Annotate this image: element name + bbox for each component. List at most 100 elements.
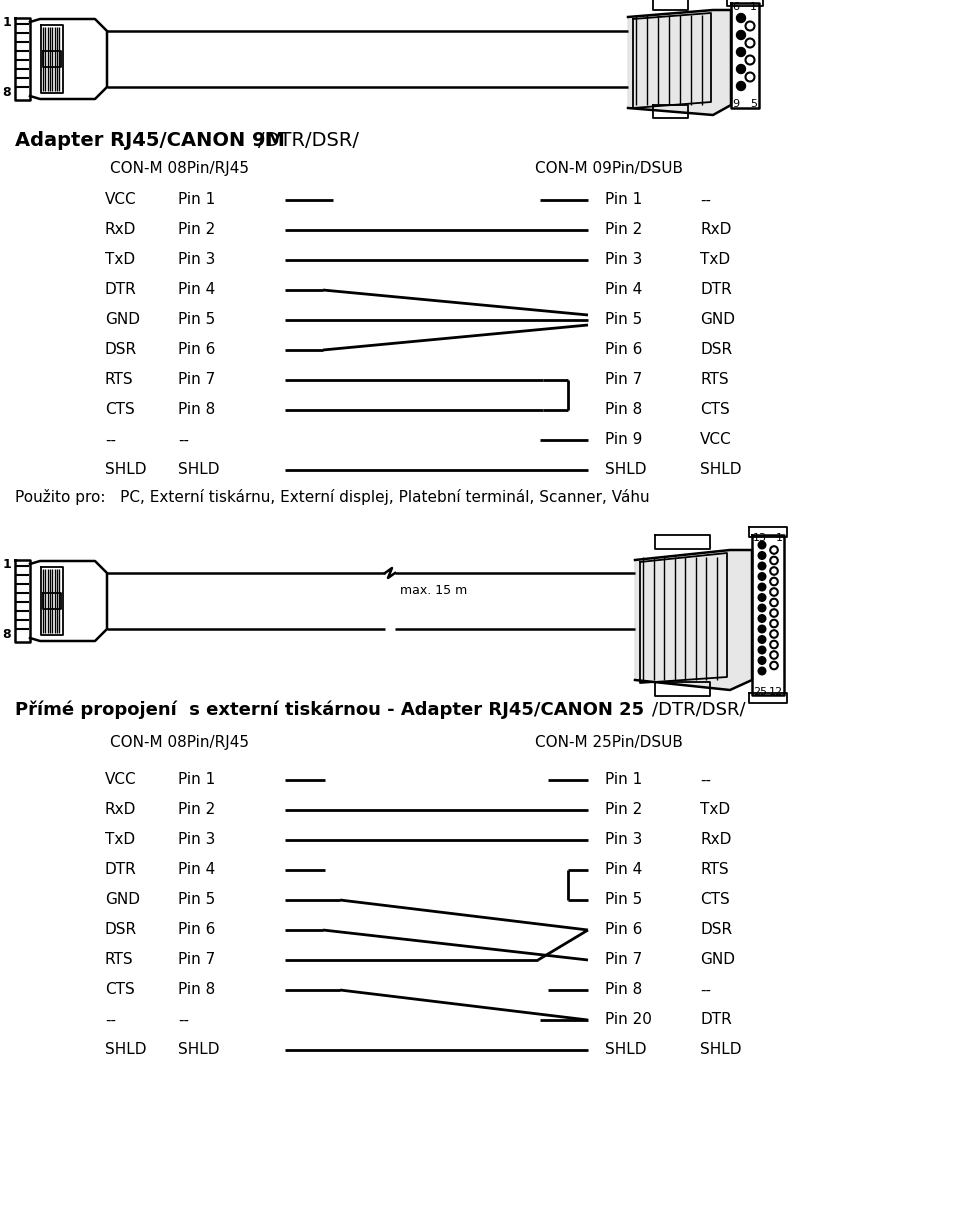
- Text: Pin 8: Pin 8: [178, 982, 215, 997]
- Circle shape: [770, 588, 778, 595]
- Circle shape: [758, 647, 766, 654]
- Text: Pin 2: Pin 2: [605, 223, 642, 238]
- Text: Pin 4: Pin 4: [178, 862, 215, 877]
- Text: Pin 6: Pin 6: [605, 343, 642, 358]
- Text: TxD: TxD: [105, 833, 135, 848]
- Text: CON-M 25Pin/DSUB: CON-M 25Pin/DSUB: [535, 735, 683, 750]
- Text: DTR: DTR: [105, 283, 136, 298]
- Text: Pin 6: Pin 6: [605, 922, 642, 937]
- Text: --: --: [700, 773, 711, 788]
- Text: Pin 7: Pin 7: [605, 953, 642, 968]
- Text: --: --: [105, 432, 116, 447]
- Text: 8: 8: [2, 86, 11, 98]
- Text: Pin 7: Pin 7: [178, 372, 215, 387]
- Text: Pin 7: Pin 7: [178, 953, 215, 968]
- Text: CTS: CTS: [700, 403, 730, 418]
- Text: Použito pro:   PC, Externí tiskárnu, Externí displej, Platební terminál, Scanner: Použito pro: PC, Externí tiskárnu, Exter…: [15, 489, 650, 505]
- Circle shape: [770, 609, 778, 617]
- Text: RTS: RTS: [700, 862, 729, 877]
- Text: RxD: RxD: [700, 223, 732, 238]
- Text: 9: 9: [732, 99, 739, 109]
- Text: Pin 3: Pin 3: [605, 252, 642, 267]
- Text: Pin 2: Pin 2: [178, 802, 215, 817]
- Circle shape: [770, 556, 778, 565]
- Text: TxD: TxD: [105, 252, 135, 267]
- Text: Pin 1: Pin 1: [178, 773, 215, 788]
- Polygon shape: [635, 550, 752, 690]
- Text: max. 15 m: max. 15 m: [400, 584, 468, 598]
- Circle shape: [758, 541, 766, 549]
- Circle shape: [758, 668, 766, 675]
- Text: Pin 8: Pin 8: [605, 403, 642, 418]
- Text: GND: GND: [105, 893, 140, 908]
- Text: CTS: CTS: [700, 893, 730, 908]
- Text: RxD: RxD: [105, 802, 136, 817]
- Circle shape: [758, 657, 766, 664]
- Text: 13: 13: [753, 533, 767, 543]
- Text: CTS: CTS: [105, 403, 134, 418]
- Circle shape: [770, 578, 778, 586]
- Text: DTR: DTR: [700, 1013, 732, 1028]
- Text: RxD: RxD: [105, 223, 136, 238]
- Circle shape: [758, 573, 766, 581]
- Text: CON-M 09Pin/DSUB: CON-M 09Pin/DSUB: [535, 160, 683, 175]
- Circle shape: [770, 652, 778, 659]
- Circle shape: [770, 567, 778, 575]
- Text: --: --: [105, 1013, 116, 1028]
- Text: 12: 12: [769, 687, 783, 697]
- Circle shape: [746, 55, 755, 65]
- Text: DSR: DSR: [105, 922, 137, 937]
- Circle shape: [758, 615, 766, 622]
- Text: SHLD: SHLD: [700, 463, 741, 478]
- Circle shape: [758, 604, 766, 611]
- Text: Pin 1: Pin 1: [605, 773, 642, 788]
- Circle shape: [758, 551, 766, 560]
- Circle shape: [770, 641, 778, 648]
- Text: 6: 6: [732, 2, 739, 12]
- Text: VCC: VCC: [700, 432, 732, 447]
- Text: CON-M 08Pin/RJ45: CON-M 08Pin/RJ45: [110, 160, 249, 175]
- Text: 8: 8: [2, 627, 11, 641]
- Text: Pin 1: Pin 1: [178, 192, 215, 207]
- Text: Pin 6: Pin 6: [178, 922, 215, 937]
- Circle shape: [736, 31, 746, 39]
- Circle shape: [758, 636, 766, 643]
- Text: SHLD: SHLD: [700, 1042, 741, 1057]
- Text: Pin 2: Pin 2: [178, 223, 215, 238]
- Text: Pin 2: Pin 2: [605, 802, 642, 817]
- Circle shape: [746, 38, 755, 48]
- Text: Pin 5: Pin 5: [178, 893, 215, 908]
- Circle shape: [770, 599, 778, 606]
- Text: DSR: DSR: [700, 343, 732, 358]
- Text: Pin 8: Pin 8: [178, 403, 215, 418]
- Text: Pin 5: Pin 5: [605, 893, 642, 908]
- Text: Přímé propojení  s externí tiskárnou - Adapter RJ45/CANON 25: Přímé propojení s externí tiskárnou - Ad…: [15, 701, 644, 719]
- Circle shape: [758, 594, 766, 601]
- Text: GND: GND: [105, 312, 140, 327]
- Circle shape: [746, 22, 755, 31]
- Text: SHLD: SHLD: [178, 1042, 220, 1057]
- Text: Pin 7: Pin 7: [605, 372, 642, 387]
- Circle shape: [770, 662, 778, 669]
- Text: CON-M 08Pin/RJ45: CON-M 08Pin/RJ45: [110, 735, 249, 750]
- Text: SHLD: SHLD: [178, 463, 220, 478]
- Text: Pin 5: Pin 5: [605, 312, 642, 327]
- Circle shape: [736, 13, 746, 22]
- Circle shape: [770, 630, 778, 638]
- Text: Pin 6: Pin 6: [178, 343, 215, 358]
- Text: --: --: [700, 982, 711, 997]
- Text: DTR: DTR: [105, 862, 136, 877]
- Text: DTR: DTR: [700, 283, 732, 298]
- Text: RTS: RTS: [700, 372, 729, 387]
- Circle shape: [758, 583, 766, 590]
- Text: Pin 8: Pin 8: [605, 982, 642, 997]
- Text: DSR: DSR: [700, 922, 732, 937]
- Text: Pin 1: Pin 1: [605, 192, 642, 207]
- Text: Adapter RJ45/CANON 9M: Adapter RJ45/CANON 9M: [15, 131, 285, 149]
- Circle shape: [736, 82, 746, 91]
- Text: 1: 1: [776, 533, 783, 543]
- Text: TxD: TxD: [700, 252, 731, 267]
- Circle shape: [736, 65, 746, 74]
- Text: 1: 1: [2, 559, 11, 572]
- Text: SHLD: SHLD: [105, 1042, 147, 1057]
